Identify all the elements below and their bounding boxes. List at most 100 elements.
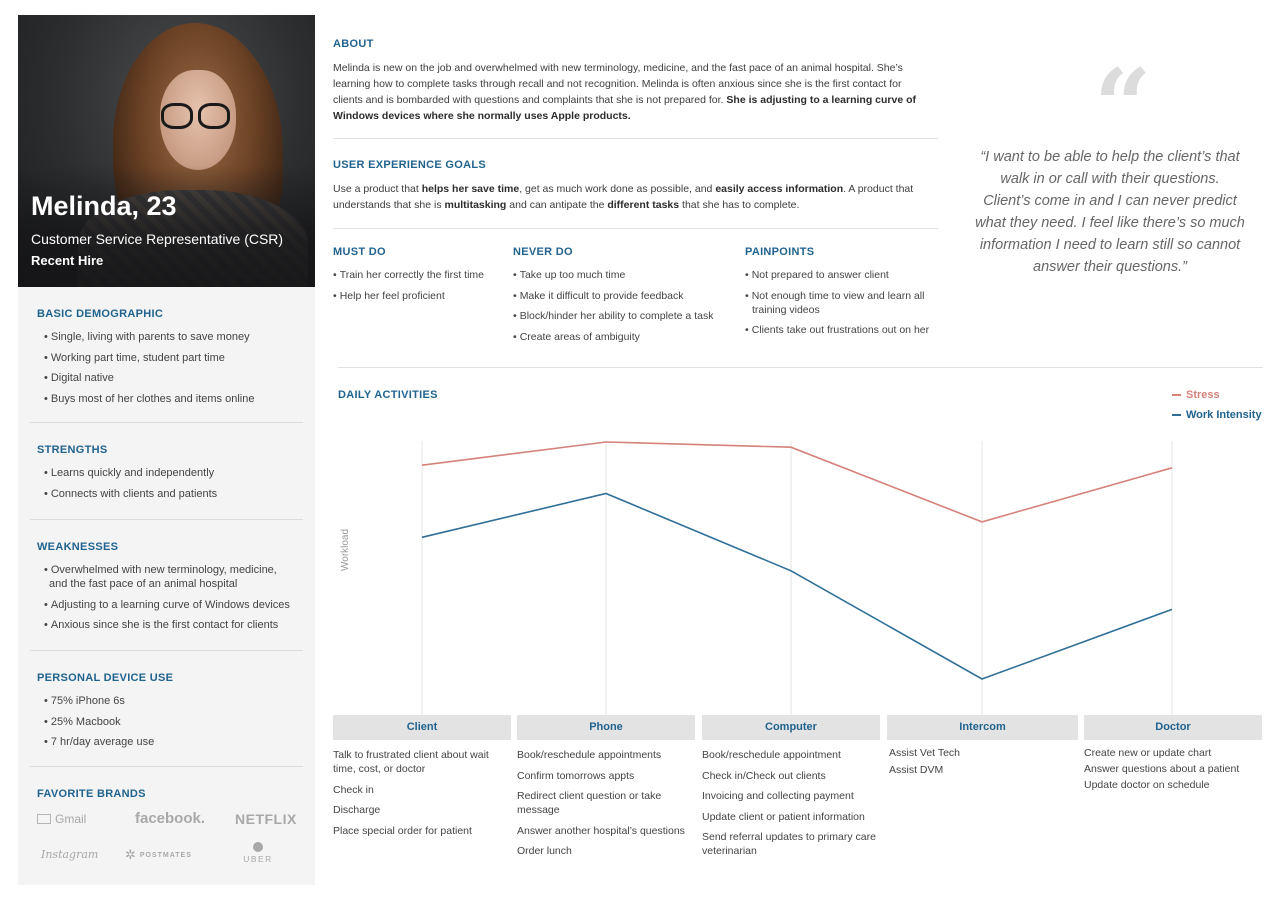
legend-work-intensity: Work Intensity	[1172, 409, 1262, 421]
section-title: BASIC DEMOGRAPHIC	[37, 308, 164, 320]
persona-quote: “I want to be able to help the client’s …	[975, 149, 1245, 275]
netflix-logo: NETFLIX	[235, 811, 297, 827]
list-item: Anxious since she is the first contact f…	[37, 618, 297, 632]
strengths-section: STRENGTHS Learns quickly and independent…	[18, 444, 315, 507]
about-body: Melinda is new on the job and overwhelme…	[333, 62, 903, 106]
activity-item: Check in/Check out clients	[702, 769, 826, 782]
list-item: Single, living with parents to save mone…	[37, 330, 297, 344]
uber-icon	[253, 842, 263, 852]
list-item: Learns quickly and independently	[37, 466, 297, 480]
intercom-activities: Assist Vet Tech Assist DVM	[889, 746, 1074, 780]
instagram-logo: Instagram	[41, 848, 99, 861]
brand-name: Gmail	[55, 812, 87, 826]
goals-text-part: and can antipate the	[506, 199, 608, 211]
never-do-title: NEVER DO	[513, 246, 573, 258]
mail-icon	[37, 814, 51, 824]
stage-doctor: Doctor	[1084, 715, 1262, 740]
list-item: Take up too much time	[513, 268, 738, 282]
list-item: 7 hr/day average use	[37, 735, 297, 749]
persona-role: Customer Service Representative (CSR)	[31, 231, 284, 247]
goals-emphasis: easily access information	[715, 183, 844, 195]
brands-section: FAVORITE BRANDS	[18, 788, 315, 810]
legend-label: Stress	[1186, 389, 1220, 401]
goals-emphasis: helps her save time	[421, 183, 520, 195]
activity-item: Book/reschedule appointments	[517, 749, 662, 761]
glasses-left	[161, 103, 193, 129]
stage-client: Client	[333, 715, 511, 740]
goals-text: Use a product that helps her save time, …	[333, 181, 938, 213]
list-item: Not enough time to view and learn all tr…	[745, 289, 940, 317]
section-title: PERSONAL DEVICE USE	[37, 672, 174, 684]
client-activities: Talk to frustrated client about wait tim…	[333, 748, 511, 844]
phone-activities: Book/reschedule appointments Confirm tom…	[517, 748, 695, 865]
activity-item: Check in	[333, 783, 374, 796]
divider	[333, 228, 938, 229]
devices-section: PERSONAL DEVICE USE 75% iPhone 6s 25% Ma…	[18, 672, 315, 756]
brand-logos: Gmail facebook. NETFLIX Instagram ✲ POST…	[37, 810, 307, 870]
stage-computer: Computer	[702, 715, 880, 740]
activity-item: Update doctor on schedule	[1084, 779, 1210, 791]
list-item: Help her feel proficient	[333, 289, 503, 303]
doctor-activities: Create new or update chart Answer questi…	[1084, 746, 1269, 794]
about-text: Melinda is new on the job and overwhelme…	[333, 60, 933, 124]
stage-intercom: Intercom	[887, 715, 1078, 740]
activity-item: Assist DVM	[889, 764, 944, 776]
activity-item: Send referral updates to primary care ve…	[702, 831, 876, 857]
activity-item: Order lunch	[517, 845, 572, 857]
activity-item: Discharge	[333, 804, 381, 816]
divider	[30, 422, 303, 423]
divider	[338, 367, 1263, 368]
section-title: STRENGTHS	[37, 444, 108, 456]
list-item: 75% iPhone 6s	[37, 694, 297, 708]
never-do-list: Take up too much time Make it difficult …	[513, 268, 738, 350]
activity-item: Confirm tomorrows appts	[517, 769, 635, 782]
persona-sidebar: Melinda, 23 Customer Service Representat…	[18, 15, 315, 885]
list-item: Block/hinder her ability to complete a t…	[513, 309, 738, 323]
computer-activities: Book/reschedule appointment Check in/Che…	[702, 748, 882, 865]
goals-text-part: Use a product that	[333, 183, 422, 195]
brand-name: UBER	[243, 854, 273, 864]
divider	[333, 138, 938, 139]
activity-item: Redirect client question or take message	[517, 790, 662, 816]
list-item: Make it difficult to provide feedback	[513, 289, 738, 303]
goals-emphasis: multitasking	[444, 199, 507, 211]
about-emphasis: She is adjusting to a learning curve of …	[333, 94, 917, 122]
goals-title: USER EXPERIENCE GOALS	[333, 159, 486, 171]
stage-phone: Phone	[517, 715, 695, 740]
must-do-title: MUST DO	[333, 246, 386, 258]
persona-photo: Melinda, 23 Customer Service Representat…	[18, 15, 315, 287]
painpoints-list: Not prepared to answer client Not enough…	[745, 268, 940, 344]
activity-item: Assist Vet Tech	[889, 747, 961, 759]
activity-item: Create new or update chart	[1084, 747, 1212, 759]
activity-item: Talk to frustrated client about wait tim…	[333, 749, 489, 775]
glasses-right	[198, 103, 230, 129]
postmates-logo: ✲ POSTMATES	[125, 847, 192, 863]
goals-text-part: that she has to complete.	[679, 199, 800, 211]
demographic-section: BASIC DEMOGRAPHIC Single, living with pa…	[18, 308, 315, 412]
list-item: Not prepared to answer client	[745, 268, 940, 282]
divider	[30, 519, 303, 520]
list-item: Create areas of ambiguity	[513, 330, 738, 344]
list-item: Adjusting to a learning curve of Windows…	[37, 598, 297, 612]
list-item: Connects with clients and patients	[37, 487, 297, 501]
goals-emphasis: different tasks	[607, 199, 680, 211]
activity-item: Book/reschedule appointment	[702, 749, 841, 761]
series-line-work-intensity	[421, 492, 1173, 680]
brand-name: POSTMATES	[139, 852, 192, 859]
goals-text-part: . A product that understands that she is	[333, 183, 914, 211]
list-item: Clients take out frustrations out on her	[745, 323, 940, 337]
activity-item: Answer questions about a patient	[1084, 763, 1240, 775]
list-item: Train her correctly the first time	[333, 268, 503, 282]
divider	[30, 650, 303, 651]
activity-item: Update client or patient information	[702, 810, 865, 823]
legend-swatch	[1172, 414, 1181, 417]
persona-tag: Recent Hire	[31, 253, 104, 268]
legend-stress: Stress	[1172, 389, 1220, 401]
series-line-stress	[421, 441, 1173, 523]
daily-activities-chart	[421, 441, 1173, 715]
daily-activities-title: DAILY ACTIVITIES	[338, 389, 438, 401]
about-title: ABOUT	[333, 38, 374, 50]
weaknesses-section: WEAKNESSES Overwhelmed with new terminol…	[18, 541, 315, 639]
photo-overlay	[18, 165, 315, 287]
must-do-list: Train her correctly the first time Help …	[333, 268, 503, 309]
